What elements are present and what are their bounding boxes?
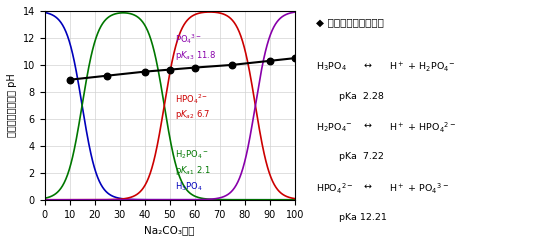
Point xyxy=(290,56,299,60)
Point xyxy=(228,63,237,67)
Text: ◆ リン酸イオンの解離: ◆ リン酸イオンの解離 xyxy=(316,17,384,27)
Text: ↔: ↔ xyxy=(364,182,372,190)
Text: H$^+$ + HPO$_4$$^{2-}$: H$^+$ + HPO$_4$$^{2-}$ xyxy=(389,121,456,135)
Text: H$_2$PO$_4$$^{-}$: H$_2$PO$_4$$^{-}$ xyxy=(316,121,353,134)
Text: ↔: ↔ xyxy=(364,121,372,130)
Text: HPO$_4$$^{2-}$: HPO$_4$$^{2-}$ xyxy=(316,182,354,196)
Text: ↔: ↔ xyxy=(364,60,372,69)
Text: pKa 12.21: pKa 12.21 xyxy=(339,213,386,222)
Text: H$_3$PO$_4$: H$_3$PO$_4$ xyxy=(175,181,202,193)
Point xyxy=(190,66,199,69)
Text: PO$_4$$^{3-}$
p$K_{a3}$ 11.8: PO$_4$$^{3-}$ p$K_{a3}$ 11.8 xyxy=(175,32,216,62)
Y-axis label: 緩衝液（移動相） pH: 緩衝液（移動相） pH xyxy=(7,74,17,137)
Text: pKa  2.28: pKa 2.28 xyxy=(339,92,384,101)
Point xyxy=(265,59,274,63)
Text: H$_3$PO$_4$: H$_3$PO$_4$ xyxy=(316,60,347,73)
Text: HPO$_4$$^{2-}$
p$K_{a2}$ 6.7: HPO$_4$$^{2-}$ p$K_{a2}$ 6.7 xyxy=(175,92,209,121)
Text: H$_2$PO$_4$$^-$
p$K_{a1}$ 2.1: H$_2$PO$_4$$^-$ p$K_{a1}$ 2.1 xyxy=(175,149,210,177)
Text: pKa  7.22: pKa 7.22 xyxy=(339,152,384,161)
Point xyxy=(102,74,111,78)
Text: H$^+$ + PO$_4$$^{3-}$: H$^+$ + PO$_4$$^{3-}$ xyxy=(389,182,449,196)
Point xyxy=(140,70,149,74)
Point xyxy=(165,68,174,72)
X-axis label: Na₂CO₃比率: Na₂CO₃比率 xyxy=(144,225,195,235)
Text: H$^+$ + H$_2$PO$_4$$^{-}$: H$^+$ + H$_2$PO$_4$$^{-}$ xyxy=(389,60,455,74)
Point xyxy=(65,78,74,82)
